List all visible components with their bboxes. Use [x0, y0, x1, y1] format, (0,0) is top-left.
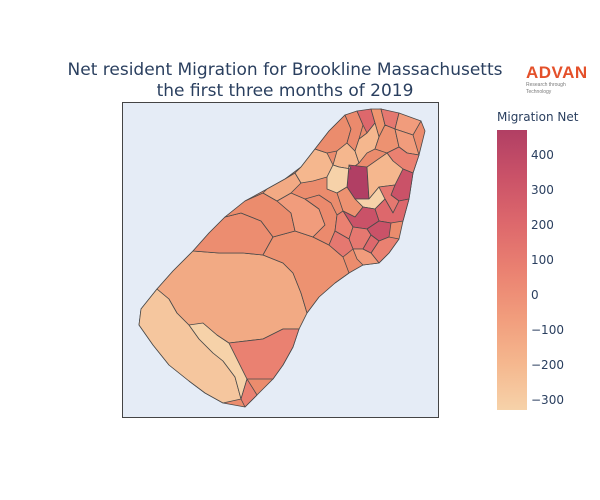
colorbar-tick-label: 300: [531, 182, 554, 197]
colorbar-tick-label: 100: [531, 252, 554, 267]
advan-logo: ADVAN Research through Technology: [526, 64, 590, 96]
colorbar-tick-label: 400: [531, 147, 554, 162]
logo-word: ADVAN: [526, 63, 588, 82]
region-east-10: [328, 230, 354, 258]
colorbar-title: Migration Net: [497, 110, 579, 124]
colorbar-tick-label: 0: [531, 287, 539, 302]
colorbar: [497, 130, 527, 410]
region-east-9: [362, 234, 380, 254]
region-center-light: [326, 164, 352, 194]
map-frame[interactable]: [122, 102, 439, 418]
choropleth-map[interactable]: [123, 103, 440, 419]
title-line-1: Net resident Migration for Brookline Mas…: [67, 60, 503, 80]
colorbar-tick-label: −200: [531, 357, 564, 372]
region-southeast: [228, 328, 300, 408]
colorbar-tick-label: 200: [531, 217, 554, 232]
colorbar-tick-label: −300: [531, 392, 564, 407]
colorbar-tick-label: −100: [531, 322, 564, 337]
title-line-2: the first three months of 2019: [156, 81, 414, 101]
logo-tagline: Research through Technology: [526, 82, 566, 95]
chart-title: Net resident Migration for Brookline Mas…: [60, 60, 510, 102]
